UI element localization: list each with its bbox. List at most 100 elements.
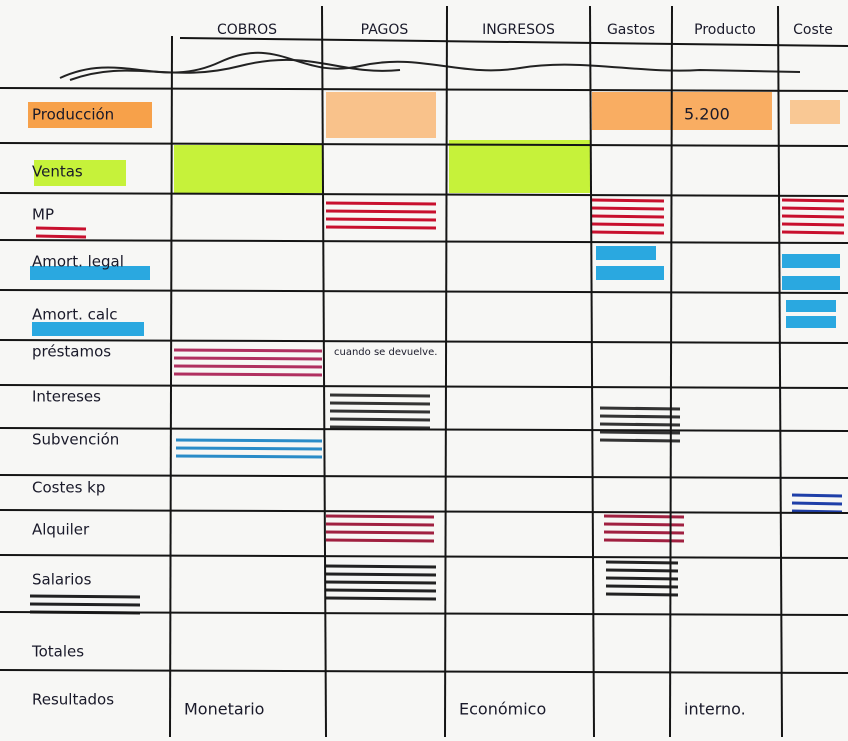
- row-label: Amort. calc: [32, 306, 118, 324]
- hatch: [173, 348, 323, 353]
- scribbles: [29, 51, 845, 615]
- hatch: [325, 580, 437, 585]
- hatch: [605, 560, 679, 565]
- header-line: [179, 37, 848, 47]
- row-label: Totales: [31, 643, 84, 661]
- column-header: Coste: [793, 22, 833, 38]
- hatch: [603, 514, 685, 519]
- row-label: Subvención: [32, 431, 119, 449]
- hatch: [175, 438, 323, 443]
- row-label: préstamos: [32, 343, 111, 361]
- hatch: [325, 530, 435, 535]
- row-line: [0, 509, 848, 514]
- hatch: [591, 222, 665, 227]
- hatch: [599, 438, 681, 443]
- row-label: Resultados: [32, 691, 114, 709]
- hatch: [603, 538, 685, 543]
- hatch: [35, 234, 87, 239]
- hatch: [325, 538, 435, 543]
- hatch: [329, 417, 431, 422]
- row-line: [0, 239, 848, 244]
- hatch: [325, 217, 437, 222]
- hatch: [605, 576, 679, 581]
- hatch: [325, 514, 435, 519]
- hatch: [591, 198, 665, 203]
- row-line: [0, 427, 848, 432]
- column-header: INGRESOS: [482, 22, 555, 38]
- cell-text: cuando se devuelve.: [334, 347, 437, 358]
- texts: COBROS PAGOS INGRESOS Gastos Producto Coste Pr…: [31, 22, 833, 719]
- hatch: [591, 214, 665, 219]
- column-line: [321, 5, 327, 738]
- hatch: [599, 406, 681, 411]
- highlight-green: [174, 145, 322, 193]
- column-header: COBROS: [217, 22, 277, 38]
- row-line: [0, 87, 848, 92]
- highlight-blue: [30, 266, 150, 280]
- hatch: [325, 596, 437, 601]
- highlight-blue: [782, 254, 840, 268]
- hatch: [781, 198, 845, 203]
- column-line: [777, 5, 783, 738]
- row-line: [0, 192, 848, 197]
- hatch: [605, 568, 679, 573]
- highlight-green: [34, 160, 126, 186]
- hatch: [605, 584, 679, 589]
- hatch: [603, 530, 685, 535]
- column-header: Gastos: [607, 22, 655, 38]
- row-label: Alquiler: [32, 521, 90, 539]
- cell-text: Monetario: [184, 700, 264, 719]
- highlight-blue: [786, 300, 836, 312]
- hatch: [325, 201, 437, 206]
- hatch: [173, 356, 323, 361]
- row-label: MP: [32, 206, 54, 224]
- row-label: Intereses: [32, 388, 101, 406]
- hatch: [791, 493, 843, 498]
- hatch: [329, 393, 431, 398]
- row-line: [0, 384, 848, 389]
- hatch: [591, 230, 665, 235]
- hatch: [599, 422, 681, 427]
- highlight-orange: [28, 102, 152, 128]
- highlight-orange: [326, 92, 436, 138]
- hatch: [325, 225, 437, 230]
- hatch: [605, 592, 679, 597]
- hatch: [173, 372, 323, 377]
- hatch: [325, 588, 437, 593]
- highlight-green: [449, 140, 590, 193]
- hatch: [325, 572, 437, 577]
- hatch: [603, 522, 685, 527]
- grid: [0, 5, 848, 738]
- column-line: [444, 5, 448, 738]
- column-header: PAGOS: [361, 22, 409, 38]
- hatch: [173, 364, 323, 369]
- highlight-orange: [592, 92, 772, 130]
- hatch: [175, 454, 323, 459]
- highlight-blue: [32, 322, 144, 336]
- row-label: Costes kp: [32, 479, 105, 497]
- hatch: [325, 209, 437, 214]
- row-label: Ventas: [32, 163, 83, 181]
- row-label: Salarios: [32, 571, 92, 589]
- hatch: [35, 226, 87, 231]
- cell-text: interno.: [684, 700, 746, 719]
- row-line: [0, 554, 848, 559]
- hatch: [781, 206, 845, 211]
- row-label: Amort. legal: [32, 253, 124, 271]
- row-line: [0, 289, 848, 294]
- hatch: [29, 602, 141, 607]
- row-line: [0, 474, 848, 479]
- hatch: [791, 501, 843, 506]
- row-label: Producción: [32, 106, 114, 124]
- highlights: [28, 92, 840, 336]
- hatch: [591, 206, 665, 211]
- row-line: [0, 669, 848, 674]
- row-line: [0, 611, 848, 616]
- hatch: [29, 594, 141, 599]
- hatch: [329, 409, 431, 414]
- column-header: Producto: [694, 22, 756, 38]
- row-line: [0, 142, 848, 147]
- cell-text: 5.200: [684, 105, 730, 124]
- hatch: [781, 230, 845, 235]
- row-line: [0, 339, 848, 344]
